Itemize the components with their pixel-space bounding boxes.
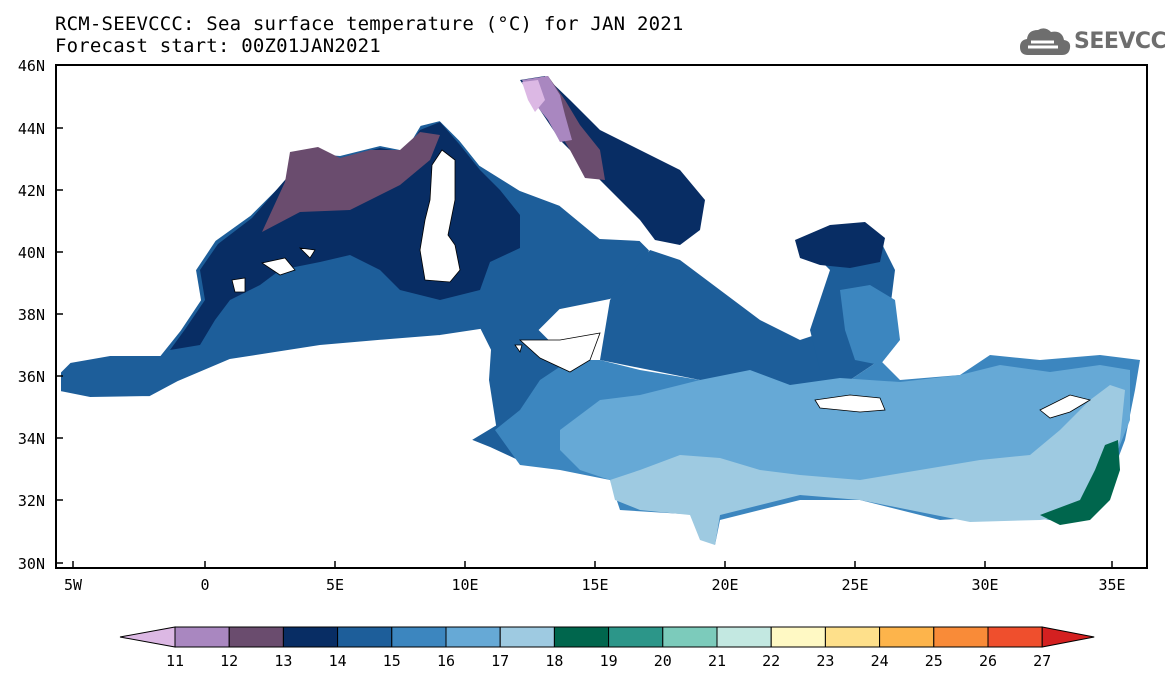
colorbar-bin bbox=[879, 626, 935, 648]
map-title: RCM-SEEVCCC: Sea surface temperature (°C… bbox=[55, 13, 684, 35]
colorbar-bin bbox=[716, 626, 772, 648]
colorbar-label: 18 bbox=[545, 652, 563, 670]
lon-tick-label: 5W bbox=[64, 576, 83, 594]
lon-tick-label: 10E bbox=[451, 576, 478, 594]
map-frame bbox=[55, 64, 1148, 569]
coastlines bbox=[231, 149, 1092, 419]
lat-tick-label: 42N bbox=[18, 182, 45, 200]
colorbar-bin bbox=[824, 626, 881, 648]
colorbar-label: 17 bbox=[491, 652, 509, 670]
lon-tick-label: 0 bbox=[200, 576, 209, 594]
colorbar-label: 23 bbox=[816, 652, 834, 670]
lon-tick-label: 35E bbox=[1098, 576, 1125, 594]
seevccc-logo: SEEVCCC bbox=[1018, 23, 1165, 59]
colorbar-min-arrow bbox=[119, 626, 176, 648]
colorbar-label: 15 bbox=[383, 652, 401, 670]
colorbar: 11 12 13 14 15 16 17 18 19 20 21 22 23 24 25 26 27 bbox=[119, 626, 1095, 670]
colorbar-bin bbox=[608, 626, 664, 648]
lon-tick-label: 5E bbox=[326, 576, 344, 594]
colorbar-label: 21 bbox=[708, 652, 726, 670]
forecast-start-label: Forecast start: 00Z01JAN2021 bbox=[55, 35, 381, 57]
colorbar-bin bbox=[445, 626, 501, 648]
latitude-axis: 46N 44N 42N 40N 38N 36N 34N 32N 30N bbox=[18, 57, 63, 573]
colorbar-label: 24 bbox=[871, 652, 889, 670]
colorbar-bin bbox=[770, 626, 826, 648]
colorbar-label: 11 bbox=[166, 652, 184, 670]
colorbar-bin bbox=[391, 626, 447, 648]
lat-tick-label: 32N bbox=[18, 492, 45, 510]
lat-tick-label: 38N bbox=[18, 306, 45, 324]
logo-text: SEEVCCC bbox=[1074, 29, 1165, 54]
aegean-16 bbox=[840, 285, 900, 365]
lat-tick-label: 44N bbox=[18, 120, 45, 138]
venice-lagoon-11 bbox=[522, 80, 545, 112]
colorbar-bin bbox=[987, 626, 1043, 648]
colorbar-label: 22 bbox=[762, 652, 780, 670]
libyan-sea-18 bbox=[610, 385, 1125, 545]
sicily bbox=[518, 332, 601, 373]
lon-tick-label: 20E bbox=[711, 576, 738, 594]
colorbar-bin bbox=[228, 626, 284, 648]
colorbar-label: 19 bbox=[600, 652, 618, 670]
colorbar-label: 20 bbox=[654, 652, 672, 670]
lat-tick-label: 36N bbox=[18, 368, 45, 386]
gulf-of-lion-13 bbox=[262, 132, 440, 232]
ionian-basin-15 bbox=[600, 250, 880, 390]
colorbar-label: 13 bbox=[274, 652, 292, 670]
colorbar-bin bbox=[337, 626, 393, 648]
lat-tick-label: 30N bbox=[18, 555, 45, 573]
colorbar-label: 27 bbox=[1033, 652, 1051, 670]
corsica-sardinia bbox=[419, 149, 461, 283]
colorbar-bin bbox=[174, 626, 230, 648]
colorbar-label: 25 bbox=[925, 652, 943, 670]
colorbar-label: 14 bbox=[329, 652, 347, 670]
colorbar-bin bbox=[933, 626, 989, 648]
cyprus bbox=[1039, 394, 1092, 419]
colorbar-max-arrow bbox=[1041, 626, 1095, 648]
lon-tick-label: 30E bbox=[971, 576, 998, 594]
sea-temperature-field bbox=[59, 76, 1140, 545]
lon-tick-label: 15E bbox=[581, 576, 608, 594]
cloud-icon bbox=[1020, 28, 1071, 55]
balearic-islands bbox=[231, 247, 316, 293]
lat-tick-label: 40N bbox=[18, 244, 45, 262]
colorbar-label: 12 bbox=[220, 652, 238, 670]
north-aegean-14 bbox=[795, 222, 885, 268]
lon-tick-label: 25E bbox=[841, 576, 868, 594]
crete bbox=[814, 394, 886, 413]
lat-tick-label: 46N bbox=[18, 57, 45, 75]
colorbar-bin bbox=[499, 626, 555, 648]
colorbar-label: 26 bbox=[979, 652, 997, 670]
longitude-axis: 5W 0 5E 10E 15E 20E 25E 30E 35E bbox=[64, 561, 1126, 594]
lat-tick-label: 34N bbox=[18, 430, 45, 448]
colorbar-label: 16 bbox=[437, 652, 455, 670]
levantine-coast-19 bbox=[1040, 440, 1120, 525]
colorbar-bin bbox=[662, 626, 718, 648]
colorbar-bin bbox=[553, 626, 610, 648]
colorbar-bin bbox=[282, 626, 339, 648]
malta bbox=[514, 344, 523, 353]
